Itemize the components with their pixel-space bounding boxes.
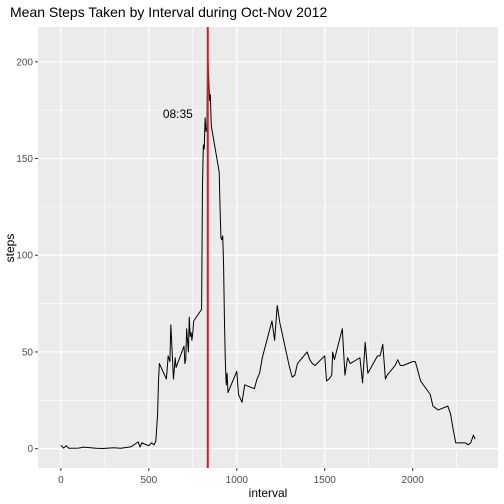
series-line [60,49,476,449]
x-tick-label: 500 [140,475,157,486]
major-gridlines [38,27,498,468]
peak-annotation-label: 08:35 [163,107,193,121]
series-layer [60,49,476,449]
chart-title: Mean Steps Taken by Interval during Oct-… [10,4,327,20]
y-tick-label: 0 [27,444,33,455]
x-tick-label: 0 [58,475,64,486]
y-tick-label: 200 [16,57,33,68]
x-tick-label: 2000 [402,475,425,486]
y-tick-label: 100 [16,251,33,262]
x-tick-label: 1500 [314,475,337,486]
x-tick-label: 1000 [226,475,249,486]
plot-panel [38,27,498,468]
x-axis: 0 500 1000 1500 2000 [58,468,424,486]
y-axis-label: steps [3,234,17,263]
minor-gridlines [38,27,498,468]
y-axis: 0 50 100 150 200 [16,57,38,455]
x-axis-label: interval [249,486,288,500]
y-tick-label: 150 [16,154,33,165]
y-tick-label: 50 [22,347,34,358]
